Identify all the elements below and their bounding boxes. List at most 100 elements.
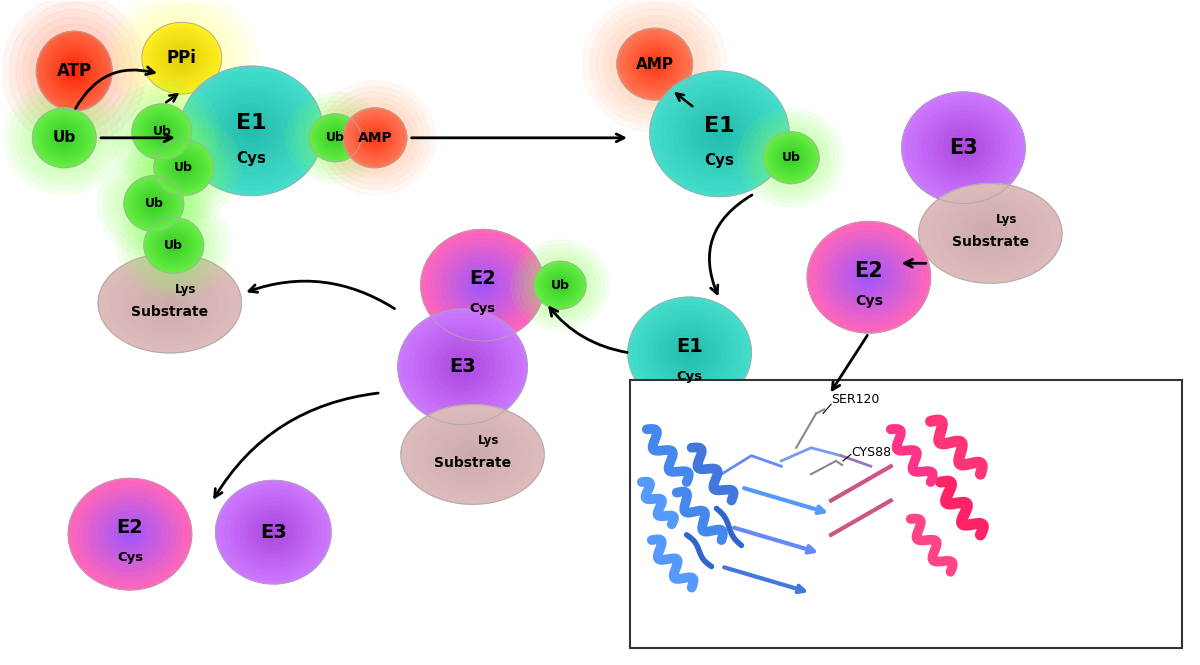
Ellipse shape — [132, 183, 176, 225]
Ellipse shape — [547, 273, 574, 297]
Ellipse shape — [119, 171, 190, 237]
Ellipse shape — [172, 156, 196, 180]
Ellipse shape — [610, 22, 700, 106]
Ellipse shape — [655, 76, 784, 192]
Ellipse shape — [154, 227, 193, 264]
Ellipse shape — [446, 352, 479, 381]
Ellipse shape — [449, 438, 497, 471]
Ellipse shape — [54, 128, 74, 148]
Ellipse shape — [37, 113, 91, 163]
Ellipse shape — [152, 122, 172, 141]
Ellipse shape — [149, 199, 158, 208]
Ellipse shape — [78, 487, 181, 581]
Ellipse shape — [788, 156, 793, 160]
Ellipse shape — [43, 118, 85, 158]
Ellipse shape — [259, 519, 288, 545]
Ellipse shape — [113, 0, 251, 120]
Ellipse shape — [164, 236, 184, 255]
Ellipse shape — [925, 188, 1056, 279]
Ellipse shape — [59, 133, 70, 143]
Ellipse shape — [61, 135, 67, 140]
Ellipse shape — [127, 9, 236, 107]
Text: Ub: Ub — [781, 151, 800, 164]
Ellipse shape — [420, 329, 505, 406]
Ellipse shape — [254, 515, 293, 549]
Ellipse shape — [673, 92, 766, 176]
Ellipse shape — [617, 29, 692, 100]
Ellipse shape — [596, 9, 713, 119]
Ellipse shape — [461, 446, 485, 463]
Ellipse shape — [158, 144, 209, 191]
Ellipse shape — [149, 29, 215, 88]
Text: Ub: Ub — [144, 197, 163, 210]
Ellipse shape — [142, 23, 222, 94]
Text: E1: E1 — [704, 116, 734, 136]
Ellipse shape — [354, 118, 396, 158]
Ellipse shape — [858, 268, 880, 287]
Ellipse shape — [161, 147, 206, 189]
Ellipse shape — [632, 43, 677, 85]
Ellipse shape — [50, 126, 78, 150]
Ellipse shape — [126, 99, 197, 165]
Ellipse shape — [127, 115, 240, 221]
Ellipse shape — [511, 240, 610, 331]
Ellipse shape — [175, 52, 188, 64]
Ellipse shape — [589, 3, 720, 126]
Ellipse shape — [311, 116, 359, 160]
Ellipse shape — [122, 198, 226, 293]
Ellipse shape — [146, 197, 161, 211]
Ellipse shape — [628, 297, 751, 409]
Ellipse shape — [48, 123, 80, 153]
Ellipse shape — [108, 161, 200, 247]
Ellipse shape — [558, 283, 563, 287]
Ellipse shape — [264, 523, 283, 541]
Ellipse shape — [228, 109, 275, 152]
Ellipse shape — [326, 130, 343, 146]
Text: Substrate: Substrate — [952, 235, 1028, 249]
Ellipse shape — [556, 281, 564, 289]
Ellipse shape — [210, 93, 293, 169]
Ellipse shape — [161, 234, 186, 257]
Ellipse shape — [172, 243, 176, 247]
Ellipse shape — [948, 134, 979, 162]
Ellipse shape — [156, 142, 211, 194]
Ellipse shape — [164, 299, 175, 307]
Ellipse shape — [822, 235, 916, 319]
Ellipse shape — [290, 96, 379, 179]
Ellipse shape — [16, 10, 132, 132]
Ellipse shape — [221, 485, 326, 580]
Ellipse shape — [49, 45, 100, 98]
Ellipse shape — [320, 86, 430, 190]
Text: Cys: Cys — [704, 153, 734, 168]
Ellipse shape — [167, 238, 181, 252]
Ellipse shape — [413, 413, 533, 496]
Ellipse shape — [679, 97, 760, 170]
Ellipse shape — [41, 116, 88, 160]
Ellipse shape — [192, 77, 311, 185]
Ellipse shape — [186, 72, 317, 190]
Ellipse shape — [604, 15, 707, 113]
Ellipse shape — [43, 38, 106, 104]
Ellipse shape — [106, 0, 258, 126]
Text: E3: E3 — [949, 138, 978, 158]
Ellipse shape — [426, 234, 539, 336]
Ellipse shape — [773, 140, 810, 175]
Ellipse shape — [954, 209, 1026, 258]
Ellipse shape — [966, 217, 1014, 250]
Ellipse shape — [104, 257, 235, 348]
Ellipse shape — [73, 483, 186, 585]
Ellipse shape — [626, 37, 683, 91]
Ellipse shape — [352, 116, 398, 160]
Ellipse shape — [109, 515, 150, 553]
Ellipse shape — [714, 128, 725, 139]
Ellipse shape — [110, 84, 214, 180]
Ellipse shape — [659, 325, 720, 381]
Ellipse shape — [158, 37, 205, 79]
Ellipse shape — [953, 138, 973, 157]
Ellipse shape — [431, 338, 494, 396]
Ellipse shape — [269, 528, 278, 537]
Ellipse shape — [331, 97, 419, 178]
Ellipse shape — [431, 426, 515, 483]
Ellipse shape — [124, 176, 184, 231]
Ellipse shape — [332, 136, 337, 140]
